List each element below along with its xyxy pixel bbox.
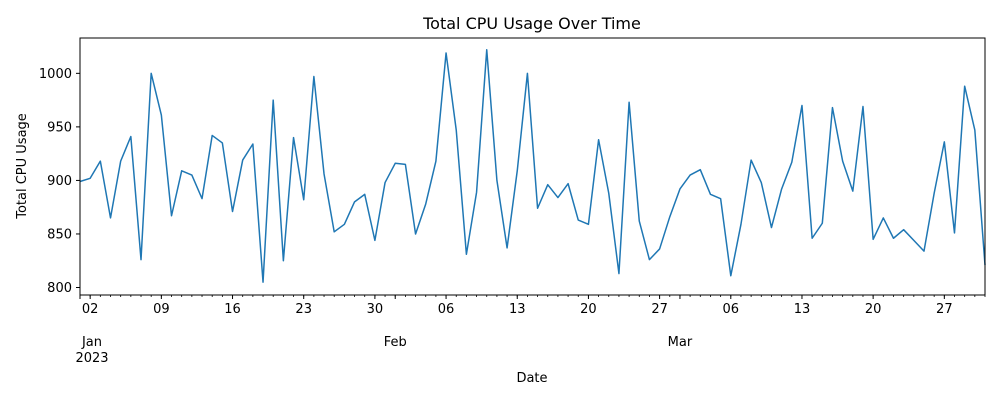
- x-tick-label: 02: [82, 302, 99, 317]
- x-tick-label: 09: [153, 302, 170, 317]
- y-axis-label: Total CPU Usage: [15, 113, 30, 220]
- y-axis-ticks: 800 850 900 950 1000: [39, 67, 80, 296]
- y-tick-label: 900: [47, 174, 72, 189]
- x-month-label: Jan: [81, 335, 102, 350]
- chart-title: Total CPU Usage Over Time: [422, 14, 641, 33]
- y-tick-label: 800: [47, 281, 72, 296]
- x-month-label: Feb: [384, 335, 407, 350]
- x-tick-label: 16: [224, 302, 241, 317]
- series-line: [79, 49, 986, 283]
- x-tick-label: 06: [723, 302, 740, 317]
- x-year-label: 2023: [75, 351, 108, 366]
- x-tick-label: 20: [580, 302, 597, 317]
- plot-frame: [79, 37, 986, 296]
- x-tick-label: 20: [865, 302, 882, 317]
- x-month-label: Mar: [668, 335, 693, 350]
- x-tick-label: 13: [794, 302, 811, 317]
- y-tick-label: 850: [47, 227, 72, 242]
- x-axis-label: Date: [516, 371, 547, 386]
- x-tick-label: 30: [367, 302, 384, 317]
- y-tick-label: 1000: [39, 67, 72, 82]
- x-tick-label: 27: [936, 302, 953, 317]
- x-axis-ticks: 02 09 16 23 30 06 13 20 27 06 13 20 27: [79, 295, 986, 317]
- x-tick-label: 13: [509, 302, 526, 317]
- x-tick-label: 06: [438, 302, 455, 317]
- x-tick-label: 27: [651, 302, 668, 317]
- y-tick-label: 950: [47, 120, 72, 135]
- x-tick-label: 23: [295, 302, 312, 317]
